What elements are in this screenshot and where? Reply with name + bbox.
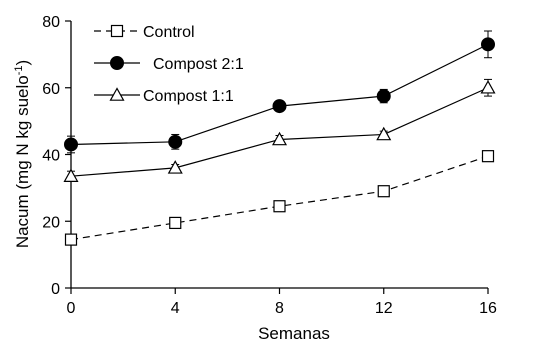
x-axis-title: Semanas bbox=[258, 324, 330, 343]
legend-marker bbox=[110, 56, 124, 70]
x-tick-label: 16 bbox=[479, 300, 497, 317]
series-line bbox=[70, 155, 489, 241]
data-point bbox=[64, 137, 78, 152]
series-layer bbox=[63, 30, 496, 246]
legend-entry: Compost 2:1 bbox=[94, 56, 244, 73]
data-point bbox=[271, 131, 288, 146]
data-point bbox=[480, 80, 496, 94]
x-tick-label: 12 bbox=[375, 300, 393, 317]
series-control bbox=[64, 150, 495, 246]
data-point bbox=[481, 150, 495, 163]
data-point bbox=[377, 185, 390, 198]
x-tick-label: 8 bbox=[275, 300, 284, 317]
y-axis-title-close: ) bbox=[13, 60, 32, 66]
x-tick-label: 0 bbox=[67, 300, 76, 317]
legend-entry: Compost 1:1 bbox=[94, 87, 234, 105]
data-point bbox=[273, 200, 286, 213]
series-compost-1-1 bbox=[63, 78, 496, 182]
data-point bbox=[376, 126, 392, 141]
x-tick-label: 4 bbox=[171, 300, 180, 317]
y-axis-title-sup: -1 bbox=[13, 66, 25, 76]
y-axis-title: Nacum (mg N kg suelo-1) bbox=[13, 60, 32, 248]
legend-label: Compost 1:1 bbox=[143, 88, 234, 105]
legend-marker bbox=[109, 87, 125, 101]
y-tick-label: 60 bbox=[42, 81, 60, 98]
legend-marker bbox=[110, 24, 124, 38]
axes: 0 20 40 60 80 0 4 8 12 16 bbox=[42, 14, 497, 317]
y-tick-label: 80 bbox=[42, 14, 60, 31]
data-point bbox=[376, 89, 391, 104]
series-compost-2-1 bbox=[64, 30, 495, 154]
data-point bbox=[168, 134, 183, 149]
data-point bbox=[167, 160, 183, 174]
data-point bbox=[64, 233, 78, 246]
data-point bbox=[169, 216, 182, 230]
y-tick-label: 40 bbox=[42, 148, 60, 165]
data-point bbox=[481, 37, 495, 52]
legend-label: Control bbox=[143, 24, 195, 41]
legend: Control Compost 2:1 Compost 1:1 bbox=[94, 24, 244, 105]
legend-entry: Control bbox=[94, 24, 195, 41]
y-axis-title-main: Nacum (mg N kg suelo bbox=[13, 75, 32, 248]
y-tick-label: 0 bbox=[51, 281, 60, 298]
data-point bbox=[272, 99, 287, 114]
data-point bbox=[63, 168, 79, 182]
legend-label: Compost 2:1 bbox=[153, 56, 244, 73]
y-tick-label: 20 bbox=[42, 214, 60, 231]
